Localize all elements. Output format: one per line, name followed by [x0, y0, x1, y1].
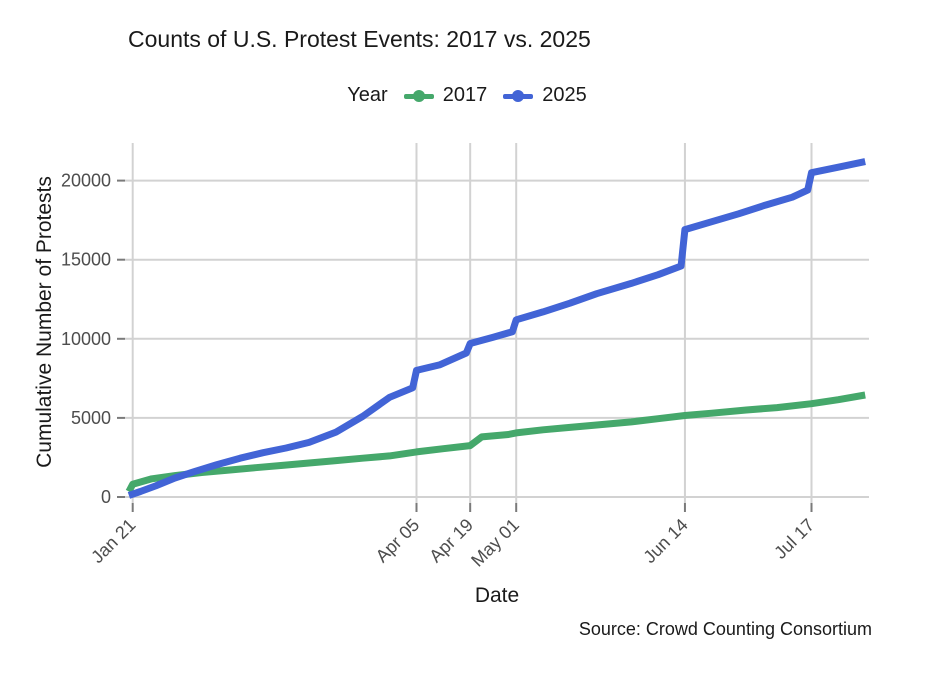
y-tick-label: 20000 [61, 171, 111, 191]
series-line-2025 [127, 158, 866, 499]
legend-item-label: 2025 [542, 84, 587, 106]
legend-item-label: 2017 [442, 84, 488, 106]
legend-dot-swatch [412, 89, 425, 102]
y-tick-label: 10000 [61, 329, 111, 349]
x-tick-label: Jul 17 [770, 515, 818, 563]
legend-item-2017: 2017 [403, 84, 488, 107]
legend: Year 2017 2025 [0, 84, 934, 107]
x-tick-label: May 01 [467, 515, 523, 571]
legend-title: Year [347, 84, 388, 106]
legend-dot-swatch [512, 89, 525, 102]
x-axis-title: Date [474, 584, 520, 607]
y-axis-title: Cumulative Number of Protests [33, 176, 56, 468]
source-credit: Source: Crowd Counting Consortium [578, 619, 872, 639]
series-line-2017 [125, 391, 866, 494]
y-tick-label: 15000 [61, 250, 111, 270]
x-tick-label: Apr 05 [372, 515, 424, 567]
x-tick-label: Jan 21 [87, 515, 139, 567]
legend-key-2025-icon [503, 89, 534, 103]
legend-key-2017-icon [403, 89, 434, 103]
x-tick-label: Jun 14 [639, 515, 691, 567]
legend-item-2025: 2025 [503, 84, 587, 107]
chart-title: Counts of U.S. Protest Events: 2017 vs. … [128, 26, 591, 52]
y-tick-label: 5000 [71, 408, 111, 428]
y-tick-label: 0 [101, 487, 111, 507]
